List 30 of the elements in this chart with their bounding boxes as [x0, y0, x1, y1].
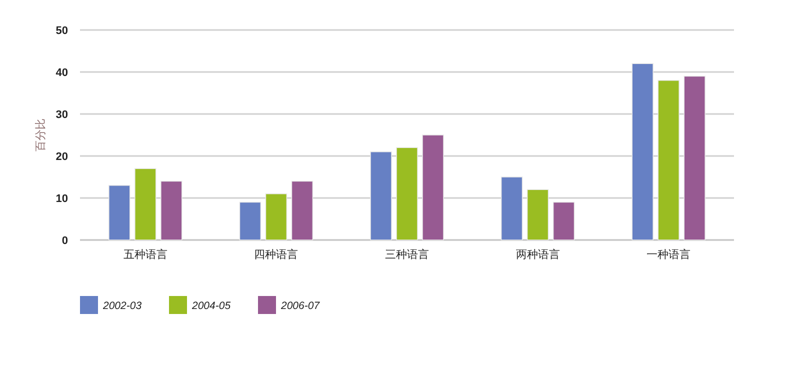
y-tick-label: 10 — [56, 193, 68, 205]
bar — [526, 189, 549, 240]
bar — [291, 180, 314, 240]
bar — [108, 185, 130, 240]
bar — [684, 76, 706, 240]
bar — [396, 147, 418, 240]
bar — [422, 134, 444, 240]
bar — [160, 180, 182, 240]
bar — [500, 176, 523, 240]
legend-label: 2002-03 — [102, 300, 142, 312]
legend-label: 2004-05 — [191, 300, 231, 312]
y-tick-label: 20 — [56, 151, 68, 163]
x-tick-label: 五种语言 — [123, 248, 168, 261]
bar — [265, 193, 288, 240]
bar — [134, 168, 156, 240]
bar — [632, 63, 654, 240]
bar — [239, 202, 262, 240]
bar — [370, 151, 392, 240]
y-tick-label: 0 — [62, 235, 68, 247]
legend-label: 2006-07 — [280, 300, 321, 312]
y-tick-label: 40 — [56, 67, 68, 79]
y-axis-title: 百分比 — [34, 118, 47, 152]
x-tick-label: 四种语言 — [254, 248, 298, 261]
bar — [552, 202, 575, 240]
x-tick-label: 一种语言 — [646, 248, 691, 261]
bar — [658, 80, 680, 240]
y-tick-label: 30 — [56, 109, 68, 121]
x-tick-label: 三种语言 — [385, 248, 429, 261]
y-tick-label: 50 — [56, 25, 68, 37]
x-tick-label: 两种语言 — [516, 248, 560, 261]
